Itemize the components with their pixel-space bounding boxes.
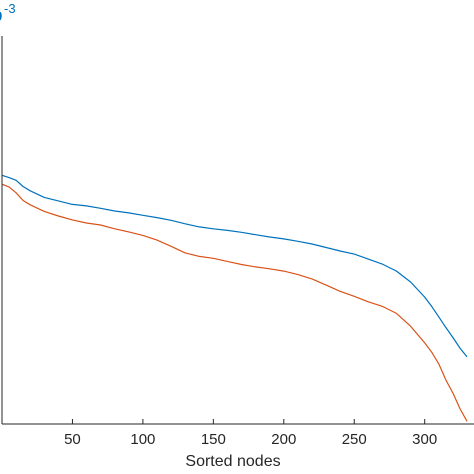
series-line-1: [1, 174, 468, 358]
x-axis-title: Sorted nodes: [185, 453, 280, 470]
x-tick-label: 250: [342, 431, 367, 448]
x-tick-label: 200: [271, 431, 296, 448]
x-tick-label: 300: [412, 431, 437, 448]
series-line-2: [1, 183, 468, 422]
series-layer: [1, 174, 468, 422]
y-exponent-base: 0: [0, 8, 2, 25]
x-tick-label: 50: [64, 431, 81, 448]
axes-layer: 50 100 150 200 250 300: [1, 36, 474, 448]
x-tick-label: 100: [130, 431, 155, 448]
y-exponent-label: -3: [4, 1, 16, 16]
x-tick-label: 150: [201, 431, 226, 448]
